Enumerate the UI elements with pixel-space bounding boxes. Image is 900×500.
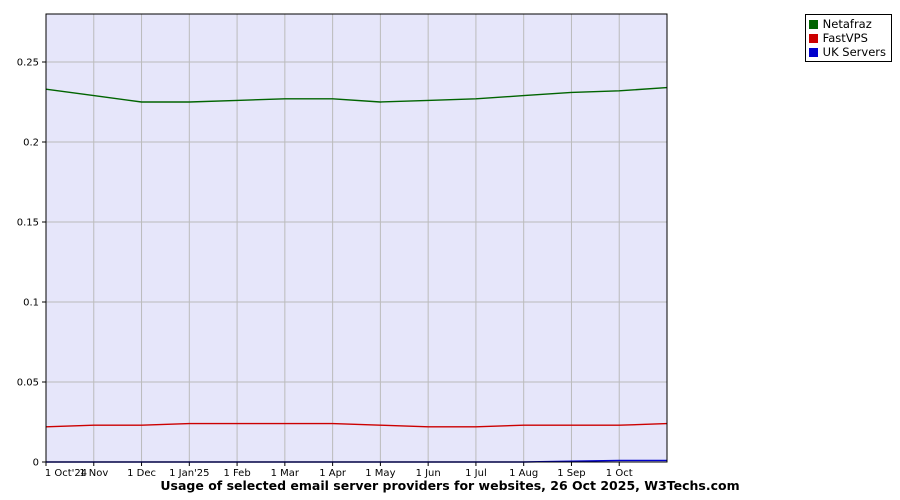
plot-frame <box>45 13 668 463</box>
y-tick-label: 0.1 <box>23 298 39 309</box>
chart-caption: Usage of selected email server providers… <box>160 478 740 493</box>
x-tick-label: 1 Jun <box>416 468 441 479</box>
legend-item-1: FastVPS <box>808 31 886 45</box>
x-tick-label: 1 May <box>365 468 395 479</box>
legend-label-uk-servers: UK Servers <box>822 45 886 59</box>
x-axis-ticks: 1 Oct'241 Nov 1 Dec 1 Jan'25 1 Feb 1 Mar 1 Ap… <box>45 462 633 479</box>
y-tick-label: 0.15 <box>17 218 39 229</box>
legend-label-fastvps: FastVPS <box>822 31 868 45</box>
y-tick-label: 0.05 <box>17 378 39 389</box>
legend-swatch-uk-servers <box>808 47 818 57</box>
x-tick-label: 1 Apr <box>319 468 347 479</box>
legend-swatch-fastvps <box>808 33 818 43</box>
y-tick-label: 0 <box>33 458 39 469</box>
y-tick-label: 0.2 <box>23 138 39 149</box>
x-tick-label: 1 Mar <box>271 468 300 479</box>
x-tick-label: 1 Jan'25 <box>169 468 209 479</box>
x-tick-label: 1 Oct'24 <box>45 468 87 479</box>
y-tick-label: 0.25 <box>17 58 39 69</box>
x-tick-label: 1 Oct <box>606 468 633 479</box>
plot-background <box>46 14 667 462</box>
x-tick-label: 1 Jul <box>465 468 487 479</box>
chart-legend: Netafraz FastVPS UK Servers <box>804 14 892 62</box>
legend-swatch-netafraz <box>808 19 818 29</box>
grid-lines <box>46 14 667 463</box>
x-tick-label: 1 Dec <box>127 468 156 479</box>
x-tick-label: 1 Nov <box>79 468 108 479</box>
legend-item-2: UK Servers <box>808 45 886 59</box>
legend-item-0: Netafraz <box>808 17 886 31</box>
x-tick-label: 1 Sep <box>557 468 585 479</box>
x-tick-label: 1 Feb <box>223 468 250 479</box>
series-line-fastvps <box>45 422 668 428</box>
series-line-netafraz <box>45 86 668 103</box>
x-tick-label: 1 Aug <box>509 468 538 479</box>
legend-label-netafraz: Netafraz <box>822 17 872 31</box>
y-axis-ticks: 0 0.05 0.1 0.15 0.2 0.25 <box>17 58 46 469</box>
